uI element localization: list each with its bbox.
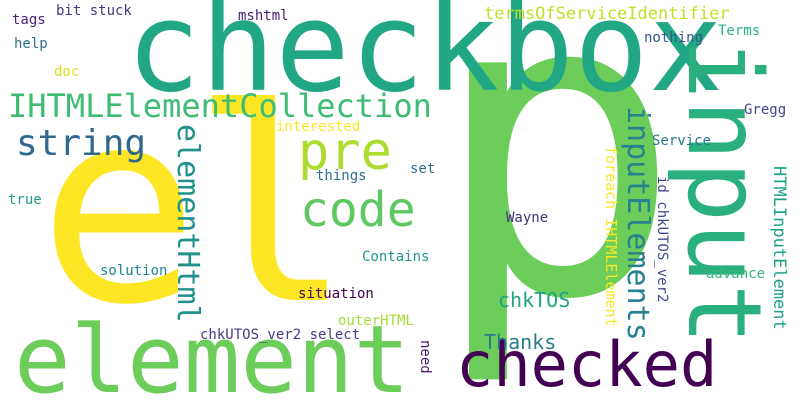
word-true: true bbox=[8, 192, 42, 208]
word-termsofserviceidentifier: termsOfServiceIdentifier bbox=[484, 4, 730, 24]
word-p: p bbox=[430, 0, 683, 392]
word-chkutos-ver2-select: chkUTOS_ver2 select bbox=[200, 327, 361, 343]
word-element: element bbox=[14, 306, 411, 400]
word-doc: doc bbox=[54, 64, 80, 80]
word-things: things bbox=[316, 168, 367, 184]
word-input: input bbox=[664, 38, 783, 346]
word-contains: Contains bbox=[362, 249, 430, 265]
word-chktos: chkTOS bbox=[498, 288, 571, 312]
word-mshtml: mshtml bbox=[238, 8, 289, 24]
word-elementhtml: elementHtml bbox=[170, 124, 205, 323]
word-set: set bbox=[410, 161, 436, 177]
word-service: Service bbox=[652, 133, 712, 149]
word-el: el bbox=[38, 52, 353, 364]
word-code: code bbox=[300, 182, 416, 238]
word-string: string bbox=[16, 123, 147, 164]
word-interested: interested bbox=[276, 119, 361, 135]
word-inputelements: inputElements bbox=[620, 106, 655, 341]
word-htmlinputelement: HTMLInputElement bbox=[769, 166, 789, 330]
word-ihtmlelementcollection: IHTMLElementCollection bbox=[8, 87, 432, 125]
word-checkbox: checkbox bbox=[126, 0, 724, 120]
word-bit-stuck: bit stuck bbox=[56, 3, 132, 19]
word-id-chkutos-ver2: id chkUTOS_ver2 bbox=[654, 176, 670, 303]
word-need: need bbox=[417, 340, 433, 374]
word-foreach-ihtmlelement: foreach IHTMLElement bbox=[602, 146, 620, 327]
word-situation: situation bbox=[298, 286, 374, 302]
word-help: help bbox=[14, 36, 48, 52]
word-checked: checked bbox=[456, 328, 718, 400]
word-outerhtml: outerHTML bbox=[338, 313, 414, 329]
word-wayne: Wayne bbox=[506, 210, 549, 226]
word-pre: pre bbox=[298, 122, 392, 182]
word-gregg: Gregg bbox=[744, 102, 787, 118]
word-advance: advance bbox=[706, 266, 766, 282]
word-nothing: nothing bbox=[644, 30, 704, 46]
word-tags: tags bbox=[12, 12, 46, 28]
word-thanks: Thanks bbox=[484, 330, 557, 354]
word-terms: Terms bbox=[718, 23, 761, 39]
word-solution: solution bbox=[100, 263, 168, 279]
